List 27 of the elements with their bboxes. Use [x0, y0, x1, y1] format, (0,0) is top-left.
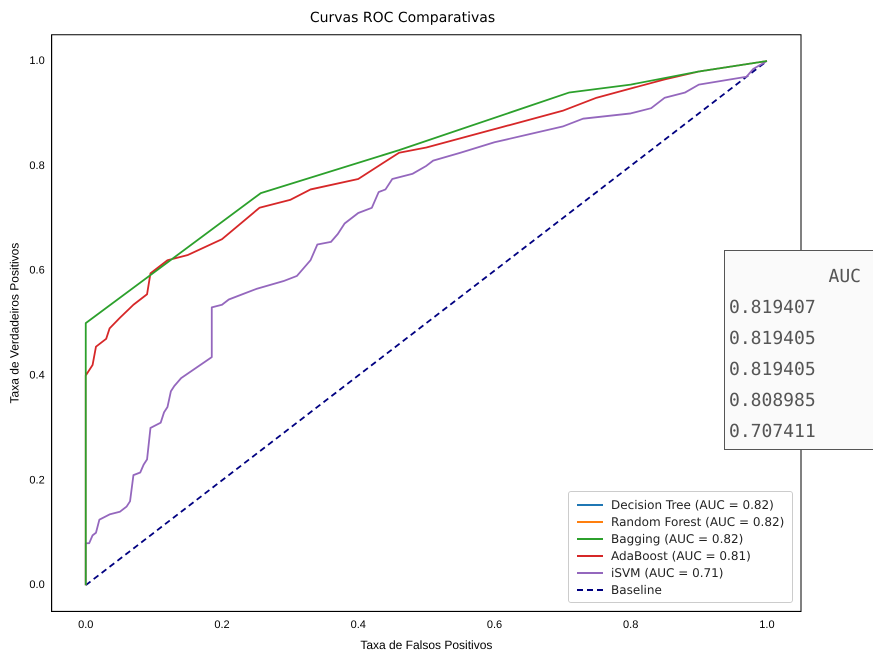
annotation: 0.819405	[729, 358, 817, 382]
x-tick-label: 0.8	[623, 619, 638, 632]
legend-label: iSVM (AUC = 0.71)	[611, 566, 724, 580]
y-tick-label: 1.0	[29, 55, 45, 68]
x-tick-label: 0.2	[214, 619, 230, 632]
y-tick-label: 0.6	[29, 264, 45, 277]
x-tick-label: 1.0	[759, 619, 775, 632]
legend-label: Decision Tree (AUC = 0.82)	[611, 498, 774, 512]
y-tick-label: 0.4	[29, 370, 45, 382]
legend-label: AdaBoost (AUC = 0.81)	[611, 548, 751, 563]
text: AUC	[827, 265, 862, 289]
legend-label: Baseline	[611, 582, 662, 597]
x-axis-title: Taxa de Falsos Positivos	[360, 638, 492, 652]
y-tick-label: 0.2	[29, 474, 45, 486]
x-tick-label: 0.4	[350, 619, 366, 632]
annotation: 0.808985	[729, 389, 817, 413]
annotation: 0.819405	[729, 327, 817, 351]
x-tick-label: 0.6	[486, 619, 502, 632]
legend-label: Bagging (AUC = 0.82)	[611, 532, 744, 546]
legend-label: Random Forest (AUC = 0.82)	[611, 514, 784, 529]
chart-title: Curvas ROC Comparativas	[310, 10, 496, 26]
x-tick-label: 0.0	[78, 619, 94, 632]
y-tick-label: 0.0	[29, 579, 45, 592]
y-axis-title: Taxa de Verdadeiros Positivos	[8, 242, 22, 404]
annotation: 0.707411	[729, 420, 817, 444]
y-tick-label: 0.8	[29, 160, 45, 172]
annotation: 0.819407	[729, 296, 817, 320]
